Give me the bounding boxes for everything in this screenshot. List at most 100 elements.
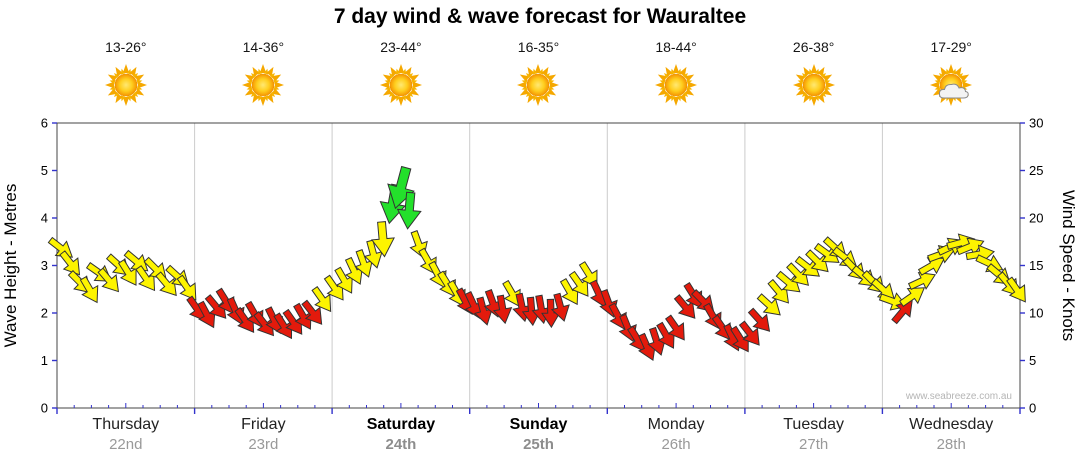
day-header: 17-29° bbox=[882, 38, 1020, 108]
sun-ray bbox=[258, 68, 263, 75]
sun-ray bbox=[948, 97, 955, 106]
sun-ray bbox=[272, 88, 282, 96]
sun-ray bbox=[134, 88, 144, 96]
day-name: Thursday bbox=[92, 416, 160, 433]
right-axis-tick-label: 5 bbox=[1029, 353, 1036, 368]
weather-icon-wrap bbox=[515, 62, 561, 108]
right-axis-tick-label: 20 bbox=[1029, 211, 1043, 226]
sun-ray bbox=[275, 81, 285, 89]
day-header: 16-35° bbox=[470, 38, 608, 108]
left-axis-tick-label: 3 bbox=[41, 258, 48, 273]
sun-ray bbox=[527, 93, 536, 104]
sun-ray bbox=[803, 66, 811, 77]
cloud-icon bbox=[939, 83, 969, 99]
sun-ray bbox=[808, 68, 813, 75]
sun-ray bbox=[795, 88, 805, 96]
sun-ray bbox=[957, 72, 964, 79]
sun-ray bbox=[104, 81, 114, 89]
sun-ray bbox=[252, 93, 261, 104]
wind-arrow bbox=[673, 294, 696, 319]
sun-ray bbox=[272, 74, 282, 82]
sun-disc bbox=[802, 73, 825, 97]
chart-title: 7 day wind & wave forecast for Wauraltee bbox=[333, 5, 747, 28]
sun-ray bbox=[946, 68, 951, 75]
wind-arrow bbox=[899, 287, 926, 308]
wind-arrow bbox=[578, 261, 598, 288]
watermark: www.seabreeze.com.au bbox=[905, 391, 1012, 402]
wind-arrow bbox=[363, 239, 383, 269]
wind-arrow bbox=[370, 221, 395, 258]
day-name: Monday bbox=[647, 416, 705, 433]
sun-ray bbox=[129, 66, 137, 77]
right-axis-label: Wind Speed - Knots bbox=[1059, 190, 1078, 341]
sun-ray bbox=[810, 97, 817, 106]
sun-ray bbox=[113, 91, 120, 98]
sun-ray bbox=[379, 81, 389, 89]
sun-disc bbox=[114, 73, 138, 97]
sun-ray bbox=[397, 64, 405, 73]
sun-ray bbox=[795, 74, 805, 82]
sun-ray bbox=[670, 68, 676, 75]
sun-ray bbox=[404, 93, 412, 104]
sun-ray bbox=[251, 72, 257, 79]
sun-ray bbox=[822, 74, 832, 82]
wind-arrow bbox=[891, 299, 913, 325]
sun-ray bbox=[930, 81, 940, 89]
sun-ray bbox=[115, 93, 123, 104]
wind-arrow bbox=[965, 244, 995, 264]
left-axis-tick-label: 5 bbox=[41, 163, 48, 178]
wind-arrow bbox=[550, 292, 570, 322]
sun-ray bbox=[390, 93, 398, 104]
sun-ray bbox=[816, 66, 825, 77]
day-temp-range: 16-35° bbox=[517, 39, 560, 55]
sun-ray bbox=[679, 93, 687, 104]
sun-ray bbox=[122, 64, 129, 73]
left-axis-tick-label: 0 bbox=[41, 401, 48, 416]
wind-arrow bbox=[301, 299, 323, 325]
day-label: Wednesday 28th bbox=[882, 416, 1020, 453]
sun-ray bbox=[245, 74, 255, 82]
day-temp-range: 17-29° bbox=[930, 39, 972, 55]
sun-ray bbox=[526, 91, 532, 98]
day-headers-row: 13-26° 14-36° 23-44° 16-35° 18-44° 26-38° 17-2… bbox=[57, 38, 1020, 108]
day-temp-range: 23-44° bbox=[380, 39, 422, 55]
day-label: Thursday 22nd bbox=[57, 416, 195, 453]
sun-ray bbox=[251, 91, 257, 98]
sun-ray bbox=[820, 72, 826, 79]
day-name: Tuesday bbox=[783, 416, 845, 433]
sun-ray bbox=[682, 91, 689, 98]
left-axis-tick-label: 4 bbox=[41, 211, 48, 226]
sun-ray bbox=[266, 93, 274, 104]
day-temp-range: 13-26° bbox=[105, 39, 147, 55]
sun-ray bbox=[134, 74, 144, 82]
sun-ray bbox=[816, 93, 825, 104]
sun-ray bbox=[129, 93, 137, 104]
wind-arrow bbox=[97, 267, 120, 293]
day-temp-range: 18-44° bbox=[655, 39, 697, 55]
sun-ray bbox=[269, 91, 276, 98]
sun-ray bbox=[388, 72, 395, 79]
wind-arrow bbox=[273, 312, 293, 340]
day-date: 25th bbox=[523, 436, 554, 453]
sun-ray bbox=[948, 64, 955, 73]
sun-ray bbox=[404, 66, 412, 77]
sun-ray bbox=[664, 72, 670, 79]
sun-ray bbox=[132, 91, 138, 98]
sun-ray bbox=[132, 72, 138, 79]
sun-ray bbox=[541, 66, 549, 77]
wind-arrow bbox=[1006, 276, 1026, 303]
right-axis-tick-label: 10 bbox=[1029, 306, 1043, 321]
sun-icon bbox=[104, 64, 147, 106]
sun-ray bbox=[120, 68, 125, 75]
sun-ray bbox=[407, 72, 413, 79]
day-header: 13-26° bbox=[57, 38, 195, 108]
sun-ray bbox=[959, 74, 970, 82]
sun-disc bbox=[389, 73, 413, 97]
day-header: 26-38° bbox=[745, 38, 883, 108]
wind-arrow bbox=[756, 293, 781, 316]
wind-arrow bbox=[253, 311, 275, 337]
sun-ray bbox=[517, 81, 527, 89]
day-header: 23-44° bbox=[332, 38, 470, 108]
wind-arrow bbox=[387, 165, 415, 210]
